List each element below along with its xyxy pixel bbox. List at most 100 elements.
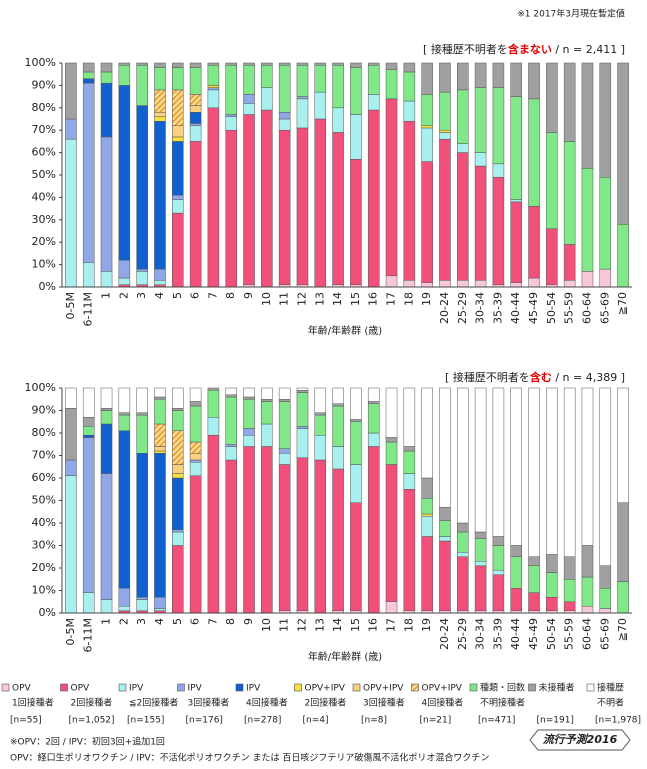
bar-segment [457, 280, 469, 288]
bar-segment [65, 459, 77, 476]
bar-segment [474, 165, 487, 281]
bar-segment [261, 446, 273, 614]
bar-segment [82, 435, 95, 438]
y-tick-label: 60% [32, 471, 56, 484]
x-tick-label: 10 [260, 618, 273, 632]
bar-segment [385, 601, 398, 614]
bar-segment [350, 419, 362, 422]
bar-segment [278, 129, 291, 286]
bar-segment [189, 475, 202, 614]
bar-segment [492, 545, 505, 571]
bar-segment [100, 271, 113, 288]
bar-segment [367, 109, 380, 288]
y-tick-label: 0% [39, 280, 56, 293]
x-tick-label: 1 [100, 292, 113, 299]
bar-segment [385, 275, 398, 288]
bar-segment [385, 62, 398, 70]
bar-segment [225, 114, 237, 118]
legend-name: OPV [12, 684, 32, 694]
bar-segment [599, 565, 612, 589]
bar-segment [457, 387, 469, 524]
title-part: 含まない [507, 42, 552, 56]
bar-segment [439, 91, 451, 131]
bar-segment [154, 62, 166, 68]
bar-segment [403, 71, 416, 102]
bar-segment [439, 62, 451, 93]
bar-segment [82, 82, 95, 263]
bar-segment [528, 565, 540, 593]
bar-segment [100, 71, 113, 84]
legend-detail: 1回接種者 [12, 697, 54, 709]
legend-detail: 4回接種者 [422, 697, 464, 709]
bar-segment [385, 441, 398, 465]
bar-segment [261, 387, 273, 400]
bar-segment [492, 536, 505, 546]
bar-segment [189, 453, 202, 461]
bar-segment [528, 62, 540, 100]
bar-segment [474, 152, 487, 167]
bar-segment [118, 85, 131, 261]
bar-segment [172, 473, 184, 479]
y-tick-label: 90% [32, 404, 56, 417]
bar-segment [332, 132, 344, 286]
x-tick-label: 55-59 [563, 618, 576, 650]
legend-swatch [294, 683, 302, 692]
bar-segment [243, 64, 255, 95]
x-tick-label: 45-49 [527, 618, 540, 650]
bar-segment [314, 62, 327, 66]
x-tick-label: 25-29 [456, 618, 469, 650]
bar-segment [207, 435, 220, 614]
bar-segment [172, 529, 184, 533]
bar-segment [154, 608, 166, 611]
x-tick-label: 11 [278, 618, 291, 632]
legend-name: IPV [129, 684, 144, 694]
legend-name: 未接種者 [539, 682, 575, 694]
bar-segment [243, 428, 255, 436]
bar-segment [296, 390, 309, 393]
bar-segment [296, 98, 309, 129]
bar-segment [189, 112, 202, 124]
x-tick-label: 30-34 [474, 618, 487, 650]
bar-segment [296, 64, 309, 97]
bar-segment [350, 502, 362, 611]
bar-segment [332, 107, 344, 133]
y-tick-label: 40% [32, 190, 56, 203]
bar-segment [457, 62, 469, 91]
bar-segment [528, 556, 540, 566]
x-tick-label: 17 [385, 292, 398, 306]
bar-segment [581, 62, 594, 169]
y-tick-label: 0% [39, 606, 56, 619]
x-tick-label: 45-49 [527, 292, 540, 324]
bar-segment [385, 69, 398, 100]
x-tick-label: 8 [224, 292, 237, 299]
legend-n: [n=176] [186, 716, 223, 726]
bar-segment [421, 125, 433, 129]
bar-segment [261, 64, 273, 88]
bar-segment [563, 280, 576, 288]
bar-segment [314, 435, 327, 461]
bar-segment [172, 136, 184, 142]
title-part: [ 接種歴不明者を [423, 42, 508, 56]
x-tick-label: 13 [313, 292, 326, 306]
bar-segment [599, 176, 612, 270]
bar-segment [154, 116, 166, 122]
title-part: / n = 2,411 ] [552, 43, 625, 56]
bar-segment [296, 426, 309, 429]
bar-segment [474, 565, 487, 611]
x-tick-label: 9 [242, 292, 255, 299]
bar-segment [154, 597, 166, 609]
bar-segment [243, 435, 255, 447]
bar-segment [350, 464, 362, 503]
legend-detail: 不明者 [597, 698, 624, 709]
x-tick-label: 12 [295, 292, 308, 306]
bar-segment [118, 430, 131, 589]
y-tick-label: 50% [32, 168, 56, 181]
bar-segment [82, 592, 95, 614]
bar-segment [510, 201, 522, 283]
bar-segment [403, 280, 416, 288]
bar-segment [421, 513, 433, 517]
bar-segment [367, 94, 380, 111]
bar-segment [261, 109, 273, 288]
bar-segment [243, 62, 255, 66]
x-tick-label: 9 [242, 618, 255, 625]
